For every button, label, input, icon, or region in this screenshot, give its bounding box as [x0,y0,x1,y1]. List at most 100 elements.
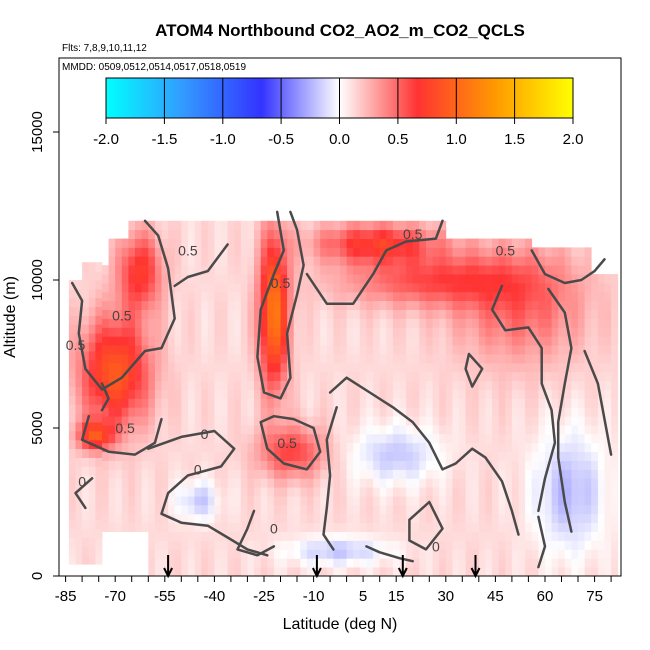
heatmap-cell [472,531,480,541]
heatmap-cell [115,318,123,328]
heatmap-cell [485,425,493,435]
heatmap-cell [591,416,599,426]
heatmap-cell [406,425,414,435]
heatmap-cell [88,315,96,325]
heatmap-cell [511,433,519,444]
heatmap-cell [82,475,90,485]
heatmap-cell [227,433,235,444]
heatmap-cell [465,247,473,257]
heatmap-cell [478,300,486,310]
heatmap-cell [597,380,605,390]
heatmap-cell [102,336,109,346]
heatmap-cell [439,309,447,319]
heatmap-cell [287,229,295,239]
heatmap-cell [426,487,433,497]
heatmap-cell [221,274,228,284]
heatmap-cell [174,442,182,453]
heatmap-cell [465,442,473,453]
heatmap-cell [419,327,427,337]
heatmap-cell [478,318,486,328]
heatmap-cell [201,522,209,532]
heatmap-cell [406,389,414,399]
heatmap-cell [353,318,361,328]
heatmap-cell [445,451,453,461]
heatmap-cell [260,238,268,248]
heatmap-cell [121,247,129,257]
heatmap-cell [214,540,222,550]
heatmap-cell [306,442,314,453]
heatmap-cell [95,448,103,458]
heatmap-cell [194,327,202,337]
heatmap-cell [359,229,367,239]
heatmap-cell [187,567,195,577]
heatmap-cell [168,460,176,470]
heatmap-cell [273,247,281,257]
heatmap-cell [584,247,592,257]
heatmap-cell [472,300,480,310]
heatmap-cell [128,371,136,382]
heatmap-cell [214,265,222,275]
heatmap-cell [108,265,116,275]
heatmap-cell [340,345,347,355]
heatmap-cell [518,505,526,515]
heatmap-cell [287,469,295,479]
heatmap-cell [551,549,559,559]
heatmap-cell [207,274,215,284]
heatmap-cell [68,368,76,379]
heatmap-cell [187,389,195,399]
heatmap-cell [161,229,169,239]
heatmap-cell [187,309,195,319]
heatmap-cell [240,469,248,479]
heatmap-cell [432,265,440,275]
heatmap-cell [485,416,493,426]
heatmap-cell [412,407,420,417]
heatmap-cell [201,371,209,382]
heatmap-cell [333,398,341,408]
heatmap-cell [154,318,162,328]
heatmap-cell [181,283,189,293]
heatmap-cell [359,451,367,461]
heatmap-cell [392,309,400,319]
heatmap-cell [406,283,414,293]
heatmap-cell [75,510,83,521]
heatmap-cell [545,433,552,444]
heatmap-cell [161,505,169,515]
heatmap-cell [472,540,480,550]
heatmap-cell [525,265,533,275]
heatmap-cell [300,433,308,444]
heatmap-cell [445,309,453,319]
heatmap-cell [267,460,275,470]
heatmap-cell [207,469,215,479]
heatmap-cell [333,460,341,470]
heatmap-cell [320,300,328,310]
heatmap-cell [346,540,354,550]
heatmap-cell [531,505,539,515]
heatmap-cell [187,283,195,293]
heatmap-cell [234,265,242,275]
heatmap-cell [571,469,579,479]
heatmap-cell [95,280,103,290]
heatmap-cell [439,460,447,470]
heatmap-cell [128,380,136,390]
heatmap-cell [267,318,275,328]
heatmap-cell [260,354,268,364]
heatmap-cell [558,416,566,426]
heatmap-cell [611,522,619,532]
heatmap-cell [313,505,321,515]
heatmap-cell [551,540,559,550]
heatmap-cell [584,371,592,382]
heatmap-cell [254,220,261,231]
heatmap-cell [320,283,328,293]
heatmap-cell [221,451,228,461]
heatmap-cell [465,451,473,461]
heatmap-cell [485,469,493,479]
heatmap-cell [412,265,420,275]
heatmap-cell [313,371,321,382]
heatmap-cell [611,513,619,524]
contour-line [80,414,163,456]
heatmap-cell [267,540,275,550]
heatmap-cell [95,484,103,494]
heatmap-cell [452,291,460,302]
heatmap-cell [135,238,142,248]
heatmap-cell [551,416,559,426]
